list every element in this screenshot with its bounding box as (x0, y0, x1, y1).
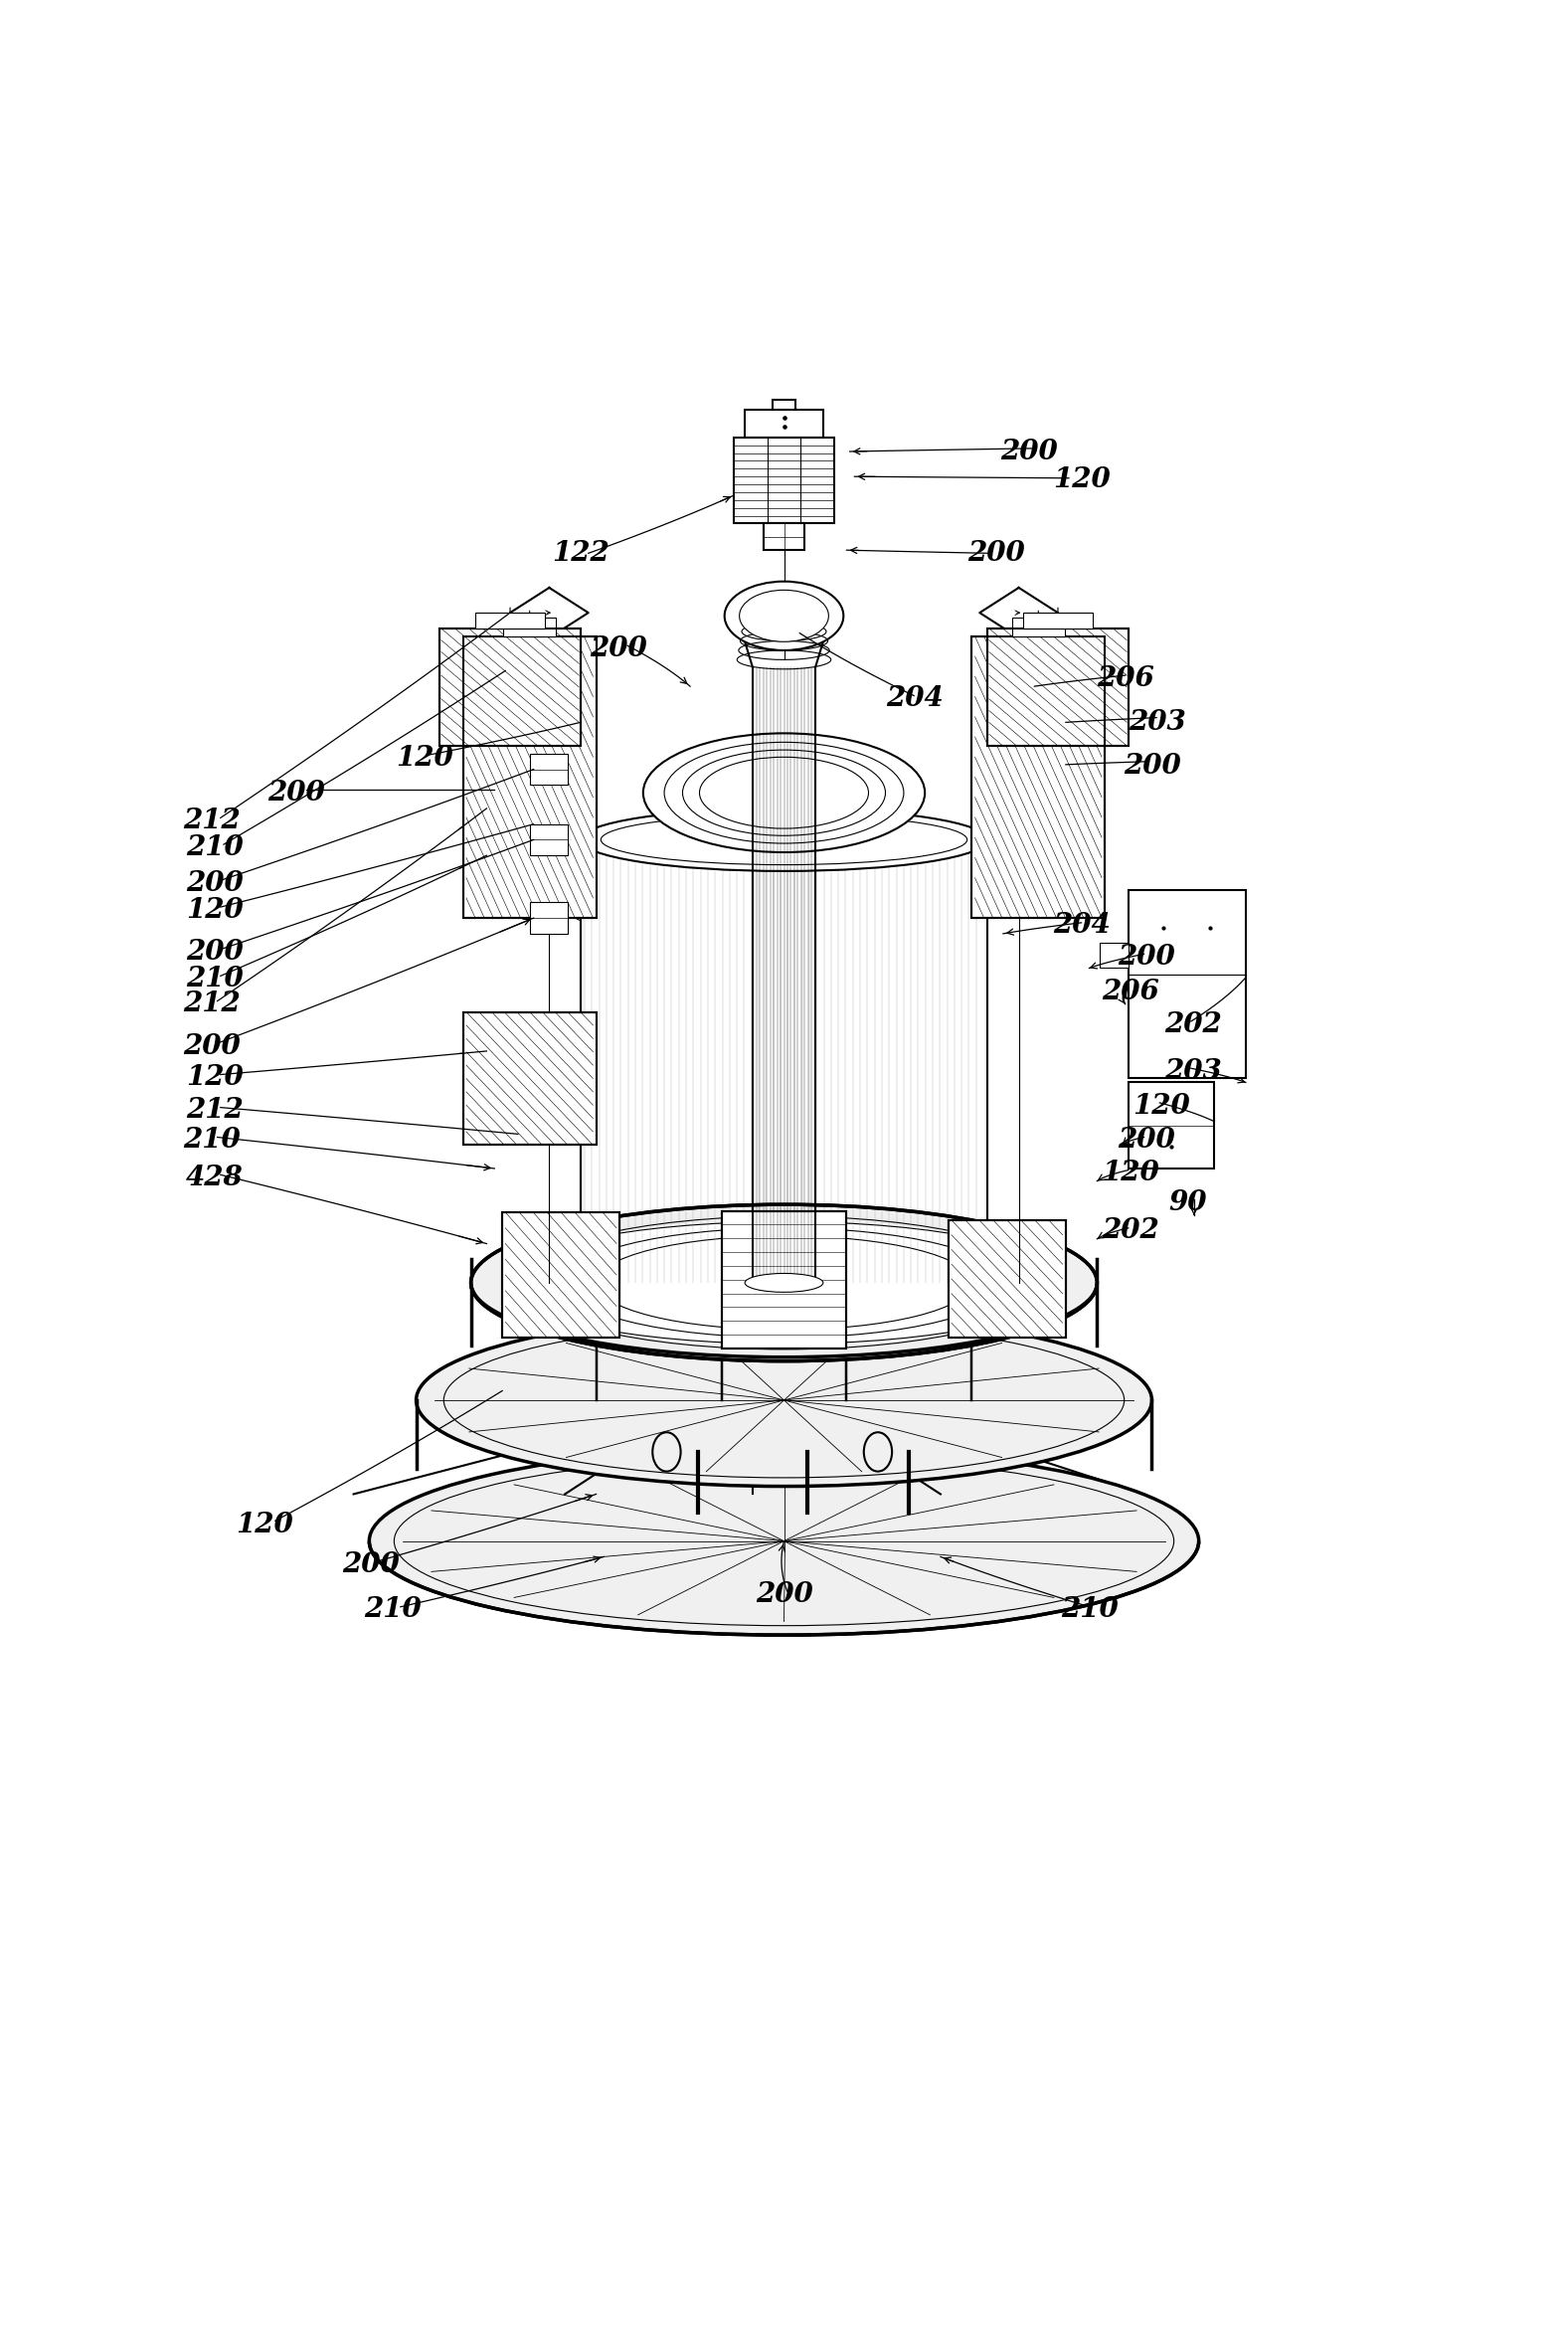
Text: 202: 202 (1165, 1012, 1221, 1038)
Text: 200: 200 (1118, 944, 1174, 970)
Bar (734, 437, 834, 523)
Bar (949, 1220, 1066, 1337)
Text: 120: 120 (1134, 1091, 1190, 1119)
Text: 200: 200 (187, 939, 243, 965)
Ellipse shape (745, 1274, 823, 1292)
Bar (1011, 617, 1065, 636)
Text: 200: 200 (342, 1552, 400, 1577)
Text: 200: 200 (1000, 437, 1057, 465)
Bar (1129, 1082, 1215, 1168)
Text: 210: 210 (364, 1596, 422, 1624)
Text: 200: 200 (1124, 753, 1181, 781)
Text: 204: 204 (1054, 911, 1110, 939)
Text: 122: 122 (552, 540, 610, 566)
Text: 206: 206 (1102, 979, 1159, 1005)
Bar (988, 629, 1129, 746)
Ellipse shape (470, 1208, 1098, 1358)
Bar (1129, 890, 1245, 1077)
Bar (530, 825, 568, 855)
Bar (502, 1213, 619, 1337)
Text: 90: 90 (1170, 1190, 1207, 1215)
Ellipse shape (643, 734, 925, 853)
Bar (1101, 944, 1129, 968)
Ellipse shape (416, 1313, 1152, 1486)
Ellipse shape (740, 589, 828, 643)
Text: 200: 200 (967, 540, 1024, 566)
Ellipse shape (580, 809, 988, 872)
Text: 212: 212 (183, 809, 240, 834)
Bar (988, 629, 1129, 746)
Text: 204: 204 (886, 685, 944, 713)
Text: 200: 200 (590, 636, 648, 661)
Bar (439, 629, 580, 746)
Ellipse shape (502, 1222, 1066, 1344)
Bar (503, 617, 557, 636)
Bar (1022, 612, 1093, 629)
Bar (972, 636, 1105, 918)
Bar (972, 636, 1105, 918)
Text: 200: 200 (1118, 1126, 1174, 1154)
Bar (463, 636, 596, 918)
Text: 210: 210 (187, 834, 243, 860)
Text: 200: 200 (187, 869, 243, 897)
Bar (734, 437, 834, 523)
Text: 120: 120 (187, 897, 243, 923)
Bar (764, 523, 804, 549)
Bar (463, 636, 596, 918)
Text: 120: 120 (395, 746, 453, 771)
Text: 200: 200 (183, 1033, 240, 1059)
Text: 210: 210 (183, 1126, 240, 1154)
Text: 428: 428 (187, 1164, 243, 1192)
Text: 200: 200 (756, 1580, 814, 1608)
Text: 212: 212 (183, 991, 240, 1017)
Text: 120: 120 (187, 1063, 243, 1091)
Text: 200: 200 (268, 778, 325, 806)
Text: 203: 203 (1165, 1059, 1221, 1084)
Text: 212: 212 (187, 1096, 243, 1124)
Text: 202: 202 (1102, 1218, 1159, 1246)
Text: 210: 210 (1062, 1596, 1118, 1624)
Bar (475, 612, 546, 629)
Text: 120: 120 (1102, 1159, 1159, 1187)
Text: 210: 210 (187, 965, 243, 993)
Bar (949, 1220, 1066, 1337)
Bar (463, 1012, 596, 1145)
Bar (530, 902, 568, 935)
Bar (463, 1012, 596, 1145)
Text: 120: 120 (237, 1512, 293, 1538)
Text: 120: 120 (1054, 467, 1110, 493)
Bar (530, 753, 568, 785)
Bar (721, 1211, 847, 1348)
Bar (502, 1213, 619, 1337)
Bar (745, 409, 823, 437)
Ellipse shape (724, 582, 844, 650)
Text: 206: 206 (1098, 666, 1154, 692)
Ellipse shape (368, 1447, 1200, 1636)
Ellipse shape (470, 1204, 1098, 1360)
Bar (439, 629, 580, 746)
Bar (773, 400, 795, 409)
Text: 203: 203 (1129, 708, 1185, 736)
Bar (721, 1211, 847, 1348)
